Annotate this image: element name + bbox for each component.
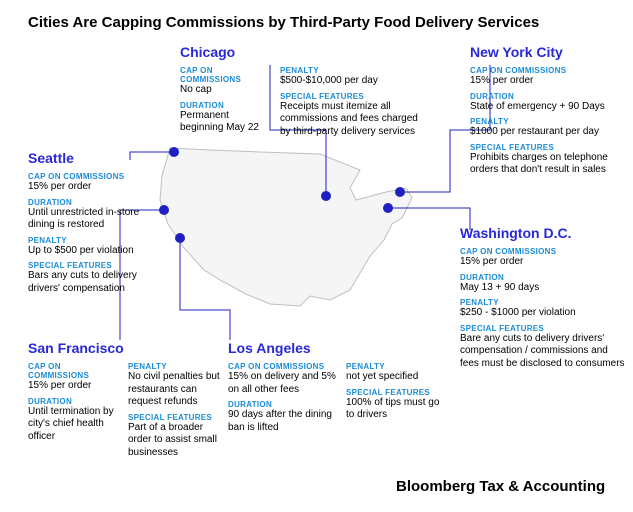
city-name-los_angeles: Los Angeles xyxy=(228,340,311,356)
source-credit: Bloomberg Tax & Accounting xyxy=(396,478,605,495)
city-los_angeles: Los AngelesCAP ON COMMISSIONS15% on deli… xyxy=(228,340,311,356)
field-value: Bars any cuts to delivery drivers' compe… xyxy=(28,270,168,295)
dot-new_york xyxy=(395,187,405,197)
city-col: CAP ON COMMISSIONS15% per order DURATIONU… xyxy=(28,362,123,447)
field-label: DURATION xyxy=(28,397,123,406)
city-col: CAP ON COMMISSIONS15% per orderDURATIONS… xyxy=(470,66,625,181)
field-value: 15% per order xyxy=(460,256,625,269)
city-col: PENALTYNo civil penalties but restaurant… xyxy=(128,362,223,463)
field-value: No cap xyxy=(180,84,270,97)
dot-washington_dc xyxy=(383,203,393,213)
field-value: 15% on delivery and 5% on all other fees xyxy=(228,371,338,396)
field-label: SPECIAL FEATURES xyxy=(346,388,446,397)
city-name-washington_dc: Washington D.C. xyxy=(460,225,571,241)
field-label: CAP ON COMMISSIONS xyxy=(228,362,338,371)
field-label: CAP ON COMMISSIONS xyxy=(180,66,270,84)
field-value: not yet specified xyxy=(346,371,446,384)
city-col: CAP ON COMMISSIONS15% per order DURATIONM… xyxy=(460,247,625,374)
field-value: No civil penalties but restaurants can r… xyxy=(128,371,223,409)
city-col: CAP ON COMMISSIONS15% per orderDURATIONU… xyxy=(28,172,168,299)
field-value: Receipts must itemize all commissions an… xyxy=(280,101,420,139)
field-label: DURATION xyxy=(460,273,625,282)
city-col: PENALTY$500-$10,000 per day SPECIAL FEATU… xyxy=(280,66,420,142)
field-value: Prohibits charges on telephone orders th… xyxy=(470,152,625,177)
city-name-chicago: Chicago xyxy=(180,44,235,60)
us-map xyxy=(150,140,430,315)
field-value: $1000 per restaurant per day xyxy=(470,126,625,139)
field-label: SPECIAL FEATURES xyxy=(128,413,223,422)
field-label: PENALTY xyxy=(128,362,223,371)
dot-los_angeles xyxy=(175,233,185,243)
field-label: PENALTY xyxy=(28,236,168,245)
field-label: SPECIAL FEATURES xyxy=(460,324,625,333)
field-value: State of emergency + 90 Days xyxy=(470,101,625,114)
field-value: 15% per order xyxy=(470,75,625,88)
city-name-new_york: New York City xyxy=(470,44,563,60)
city-col: CAP ON COMMISSIONS15% on delivery and 5%… xyxy=(228,362,338,438)
field-value: Permanent beginning May 22 xyxy=(180,110,270,135)
city-name-seattle: Seattle xyxy=(28,150,74,166)
field-label: SPECIAL FEATURES xyxy=(470,143,625,152)
city-col: PENALTYnot yet specified SPECIAL FEATURES… xyxy=(346,362,446,426)
field-value: 15% per order xyxy=(28,380,123,393)
field-label: PENALTY xyxy=(460,298,625,307)
field-value: $500-$10,000 per day xyxy=(280,75,420,88)
field-label: CAP ON COMMISSIONS xyxy=(460,247,625,256)
field-label: PENALTY xyxy=(280,66,420,75)
field-value: $250 - $1000 per violation xyxy=(460,307,625,320)
field-label: CAP ON COMMISSIONS xyxy=(28,172,168,181)
city-name-san_francisco: San Francisco xyxy=(28,340,124,356)
field-label: DURATION xyxy=(180,101,270,110)
field-value: Part of a broader order to assist small … xyxy=(128,422,223,460)
city-chicago: ChicagoCAP ON COMMISSIONSNo capDURATIONP… xyxy=(180,44,235,60)
field-value: May 13 + 90 days xyxy=(460,282,625,295)
city-seattle: SeattleCAP ON COMMISSIONS15% per orderDU… xyxy=(28,150,74,166)
field-value: Until unrestricted in-store dining is re… xyxy=(28,207,168,232)
field-label: DURATION xyxy=(470,92,625,101)
city-new_york: New York CityCAP ON COMMISSIONS15% per o… xyxy=(470,44,563,60)
field-label: SPECIAL FEATURES xyxy=(28,261,168,270)
field-value: 100% of tips must go to drivers xyxy=(346,397,446,422)
us-outline xyxy=(160,148,412,306)
field-label: SPECIAL FEATURES xyxy=(280,92,420,101)
field-label: DURATION xyxy=(28,198,168,207)
field-label: DURATION xyxy=(228,400,338,409)
field-value: Up to $500 per violation xyxy=(28,245,168,258)
city-washington_dc: Washington D.C.CAP ON COMMISSIONS15% per… xyxy=(460,225,571,241)
field-value: Until termination by city's chief health… xyxy=(28,406,123,444)
field-value: 90 days after the dining ban is lifted xyxy=(228,409,338,434)
page-title: Cities Are Capping Commissions by Third-… xyxy=(28,14,539,31)
field-label: CAP ON COMMISSIONS xyxy=(470,66,625,75)
city-san_francisco: San FranciscoCAP ON COMMISSIONS15% per o… xyxy=(28,340,124,356)
dot-chicago xyxy=(321,191,331,201)
field-label: PENALTY xyxy=(470,117,625,126)
field-label: PENALTY xyxy=(346,362,446,371)
field-label: CAP ON COMMISSIONS xyxy=(28,362,123,380)
field-value: Bare any cuts to delivery drivers' compe… xyxy=(460,333,625,371)
dot-seattle xyxy=(169,147,179,157)
city-col: CAP ON COMMISSIONSNo cap DURATIONPermanen… xyxy=(180,66,270,139)
field-value: 15% per order xyxy=(28,181,168,194)
